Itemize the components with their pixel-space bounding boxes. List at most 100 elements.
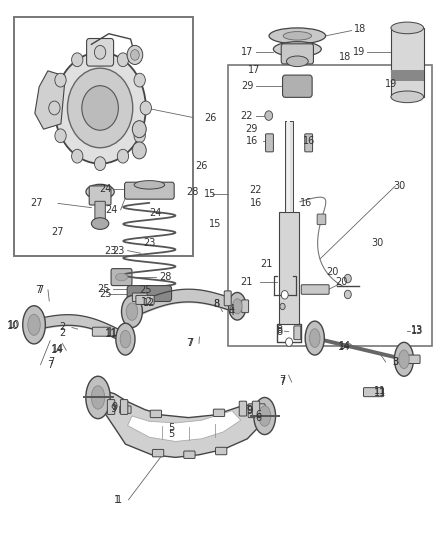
Text: 15: 15: [208, 219, 221, 229]
Text: 29: 29: [241, 81, 254, 91]
Ellipse shape: [121, 296, 142, 327]
Circle shape: [281, 290, 288, 299]
Text: 7: 7: [186, 338, 193, 349]
Text: 17: 17: [247, 66, 260, 75]
Ellipse shape: [116, 323, 135, 355]
Text: 13: 13: [411, 325, 423, 335]
FancyBboxPatch shape: [283, 75, 312, 98]
Text: 12: 12: [143, 297, 155, 308]
Circle shape: [344, 290, 351, 298]
Ellipse shape: [126, 303, 138, 320]
Text: 11: 11: [106, 328, 119, 338]
Text: 26: 26: [204, 112, 216, 123]
FancyBboxPatch shape: [213, 409, 225, 417]
FancyBboxPatch shape: [242, 300, 249, 313]
Circle shape: [134, 73, 145, 87]
Text: 22: 22: [250, 184, 262, 195]
Ellipse shape: [399, 350, 409, 369]
Circle shape: [55, 73, 66, 87]
FancyBboxPatch shape: [239, 401, 247, 416]
FancyBboxPatch shape: [150, 410, 162, 418]
Text: 7: 7: [48, 357, 55, 367]
FancyBboxPatch shape: [152, 449, 164, 457]
Text: 14: 14: [52, 344, 64, 354]
FancyBboxPatch shape: [107, 400, 115, 415]
Text: 8: 8: [214, 298, 220, 309]
Circle shape: [117, 149, 129, 163]
Text: 28: 28: [159, 272, 171, 282]
Ellipse shape: [86, 376, 110, 419]
Ellipse shape: [273, 42, 321, 56]
Text: 25: 25: [99, 288, 112, 298]
Ellipse shape: [233, 298, 242, 314]
Text: 24: 24: [105, 205, 117, 215]
FancyBboxPatch shape: [224, 291, 231, 306]
Text: 13: 13: [411, 326, 423, 336]
FancyBboxPatch shape: [305, 134, 313, 152]
Ellipse shape: [391, 91, 424, 103]
Text: 16: 16: [246, 136, 258, 146]
Text: 4: 4: [229, 304, 235, 314]
FancyBboxPatch shape: [281, 44, 314, 64]
Text: 18: 18: [354, 25, 366, 35]
Ellipse shape: [120, 330, 131, 348]
Ellipse shape: [283, 31, 311, 40]
Text: 9: 9: [111, 403, 117, 414]
Ellipse shape: [391, 22, 424, 34]
Text: 7: 7: [187, 338, 194, 349]
FancyBboxPatch shape: [301, 285, 329, 294]
Text: 23: 23: [112, 246, 124, 256]
FancyBboxPatch shape: [184, 451, 195, 458]
Text: 17: 17: [241, 47, 254, 56]
Bar: [391, 28, 424, 97]
FancyBboxPatch shape: [111, 269, 132, 286]
Ellipse shape: [229, 293, 246, 320]
Text: 21: 21: [240, 277, 252, 287]
Ellipse shape: [254, 398, 276, 434]
FancyBboxPatch shape: [120, 406, 131, 414]
FancyBboxPatch shape: [248, 404, 255, 418]
Text: 16: 16: [304, 136, 316, 146]
Text: 2: 2: [59, 328, 65, 338]
Ellipse shape: [86, 184, 114, 199]
Text: 26: 26: [195, 161, 208, 171]
Text: 24: 24: [100, 183, 112, 193]
Text: 30: 30: [393, 181, 406, 191]
Text: 3: 3: [392, 357, 398, 367]
Circle shape: [140, 101, 152, 115]
Polygon shape: [97, 391, 267, 457]
Circle shape: [67, 68, 133, 148]
Text: 21: 21: [261, 259, 273, 269]
FancyBboxPatch shape: [132, 293, 147, 302]
Text: 14: 14: [338, 342, 350, 352]
FancyBboxPatch shape: [95, 201, 105, 224]
Text: 11: 11: [374, 386, 386, 396]
Ellipse shape: [259, 406, 271, 426]
Text: 9: 9: [247, 406, 253, 416]
Circle shape: [280, 303, 285, 310]
Circle shape: [55, 129, 66, 143]
Ellipse shape: [310, 329, 320, 348]
Text: 16: 16: [250, 198, 262, 208]
Text: 19: 19: [385, 78, 397, 88]
Ellipse shape: [394, 342, 413, 376]
FancyBboxPatch shape: [252, 401, 260, 416]
Circle shape: [82, 86, 118, 130]
Circle shape: [54, 52, 146, 164]
FancyBboxPatch shape: [294, 326, 301, 340]
Ellipse shape: [92, 217, 109, 229]
Text: 30: 30: [372, 238, 384, 248]
Text: 28: 28: [187, 187, 199, 197]
Bar: [391, 70, 424, 81]
Circle shape: [71, 149, 83, 163]
Text: 7: 7: [279, 377, 285, 387]
FancyBboxPatch shape: [215, 447, 227, 455]
Text: 27: 27: [30, 198, 42, 208]
FancyBboxPatch shape: [317, 214, 326, 224]
Text: 20: 20: [335, 277, 347, 287]
Circle shape: [127, 45, 143, 64]
Ellipse shape: [91, 386, 105, 409]
Text: 27: 27: [52, 227, 64, 237]
Text: 6: 6: [255, 410, 261, 420]
Bar: [228, 65, 432, 346]
